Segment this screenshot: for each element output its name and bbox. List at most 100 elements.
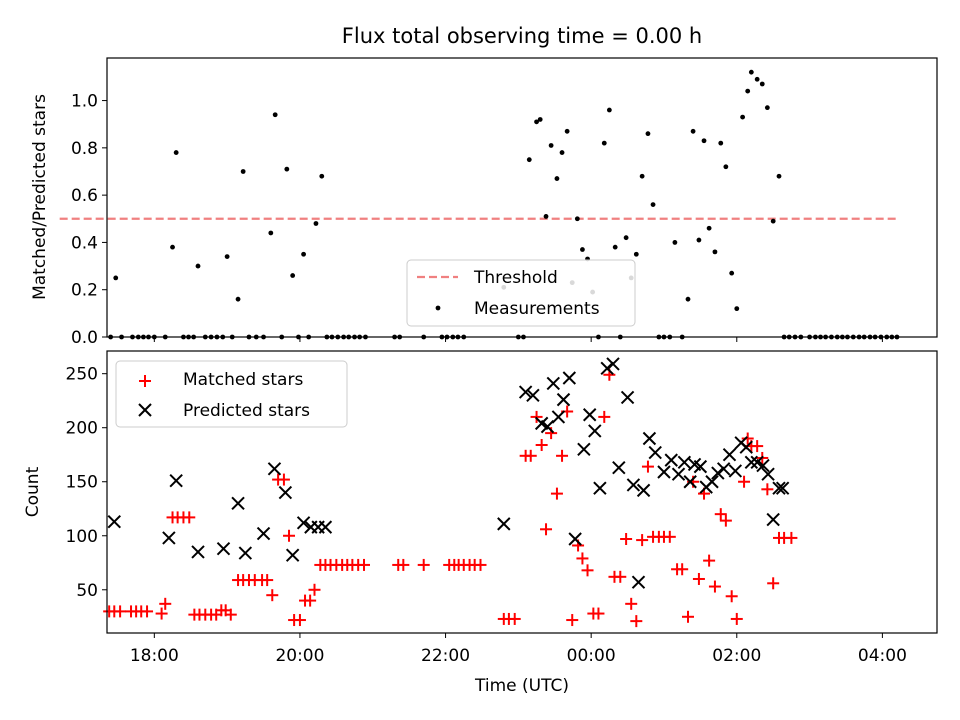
matched-stars-point xyxy=(183,511,196,524)
measurements-point xyxy=(696,237,702,243)
predicted-stars-point xyxy=(705,475,719,489)
measurements-point xyxy=(313,221,319,226)
legend-measurements-label: Measurements xyxy=(474,299,600,319)
predicted-stars-point xyxy=(191,545,205,559)
predicted-stars-point xyxy=(562,371,577,385)
measurements-point xyxy=(612,244,618,250)
matched-stars-point xyxy=(641,460,654,473)
matched-stars-point xyxy=(682,610,694,623)
measurements-point xyxy=(113,275,119,281)
matched-stars-point xyxy=(614,570,627,583)
matched-stars-point xyxy=(540,523,553,536)
y-tick-label: 1.0 xyxy=(71,92,98,112)
measurements-point xyxy=(759,81,765,87)
predicted-stars-point xyxy=(546,376,561,391)
predicted-stars-point xyxy=(588,424,602,438)
legend-predicted-marker xyxy=(138,403,152,417)
bottom-panel: Count Time (UTC) 50 100 150 200 250 18:00 20:0… xyxy=(23,350,938,696)
matched-stars-point xyxy=(261,574,274,587)
measurements-point xyxy=(548,143,554,148)
measurements-point xyxy=(564,128,570,134)
measurements-point xyxy=(639,173,645,179)
predicted-stars-point xyxy=(583,408,597,422)
matched-stars-point xyxy=(358,558,371,571)
matched-stars-point xyxy=(741,432,754,445)
predicted-stars-point xyxy=(683,475,697,489)
measurements-point xyxy=(173,150,179,155)
matched-stars-point xyxy=(592,607,605,620)
predicted-stars-point xyxy=(216,542,231,556)
measurements-point xyxy=(195,263,201,269)
predicted-stars-point xyxy=(626,478,641,492)
matched-stars-point xyxy=(581,564,594,577)
predicted-stars-point xyxy=(722,448,737,462)
predicted-stars-point xyxy=(671,467,686,481)
measurements-point xyxy=(268,230,274,236)
top-panel: Flux total observing time = 0.00 h Match… xyxy=(30,24,938,348)
x-tick-label: 22:00 xyxy=(421,646,470,666)
matched-stars-point xyxy=(692,572,705,585)
predicted-stars-point xyxy=(568,532,582,546)
predicted-stars-point xyxy=(612,460,626,475)
matched-stars-point xyxy=(751,440,764,453)
predicted-stars-point xyxy=(518,385,533,399)
measurements-point xyxy=(734,306,740,312)
measurements-point xyxy=(580,247,585,252)
measurements-point xyxy=(534,119,539,125)
matched-stars-point xyxy=(703,554,716,567)
y-tick-label: 200 xyxy=(66,419,98,439)
measurements-point xyxy=(170,244,175,250)
measurements-point xyxy=(776,173,782,179)
matched-stars-point xyxy=(598,410,611,423)
measurements-point xyxy=(559,150,565,155)
bottom-legend: Matched stars Predicted stars xyxy=(115,360,348,428)
predicted-stars-point xyxy=(285,548,300,562)
matched-stars-point xyxy=(785,531,798,544)
matched-stars-point xyxy=(508,612,521,625)
measurements-point xyxy=(718,140,724,146)
predicted-stars-point xyxy=(677,455,692,469)
matched-stars-point xyxy=(676,563,689,576)
top-chart-title: Flux total observing time = 0.00 h xyxy=(342,24,702,48)
matched-stars-point xyxy=(155,607,168,620)
predicted-stars-point xyxy=(231,496,245,511)
predicted-stars-point xyxy=(761,467,775,481)
measurements-point xyxy=(706,225,712,231)
measurements-point xyxy=(284,166,290,172)
measurements-point xyxy=(319,173,325,179)
predicted-stars-point xyxy=(631,575,646,589)
predicted-stars-point xyxy=(318,520,333,534)
predicted-stars-point xyxy=(577,442,591,457)
predicted-stars-point xyxy=(775,481,790,495)
measurements-point xyxy=(685,296,691,302)
y-tick-label: 0.8 xyxy=(71,139,98,159)
measurements-point xyxy=(672,240,678,245)
legend-threshold-label: Threshold xyxy=(473,268,558,288)
predicted-stars-point xyxy=(540,419,555,434)
x-tick-label: 18:00 xyxy=(130,646,179,666)
predicted-stars-point xyxy=(296,516,311,530)
predicted-stars-point xyxy=(620,390,635,405)
matched-stars-point xyxy=(524,449,537,462)
measurements-point xyxy=(301,251,306,257)
measurements-point xyxy=(235,296,241,302)
matched-stars-point xyxy=(738,475,751,488)
measurements-point xyxy=(554,176,560,181)
y-tick-label: 250 xyxy=(66,365,98,385)
x-tick-label: 00:00 xyxy=(567,646,616,666)
bottom-legend-box xyxy=(115,360,348,428)
measurements-point xyxy=(526,157,532,163)
legend-measurements-marker xyxy=(435,305,441,311)
measurements-point xyxy=(748,69,754,75)
top-legend: Threshold Measurements xyxy=(406,259,636,327)
predicted-stars-point xyxy=(600,361,614,375)
measurements-point xyxy=(574,216,580,222)
predicted-stars-point xyxy=(593,481,607,495)
matched-stars-point xyxy=(566,614,579,627)
predicted-stars-point xyxy=(716,462,731,476)
matched-stars-point xyxy=(417,558,430,571)
predicted-stars-point xyxy=(657,465,671,479)
predicted-stars-point xyxy=(766,512,780,527)
predicted-stars-point xyxy=(772,481,786,495)
